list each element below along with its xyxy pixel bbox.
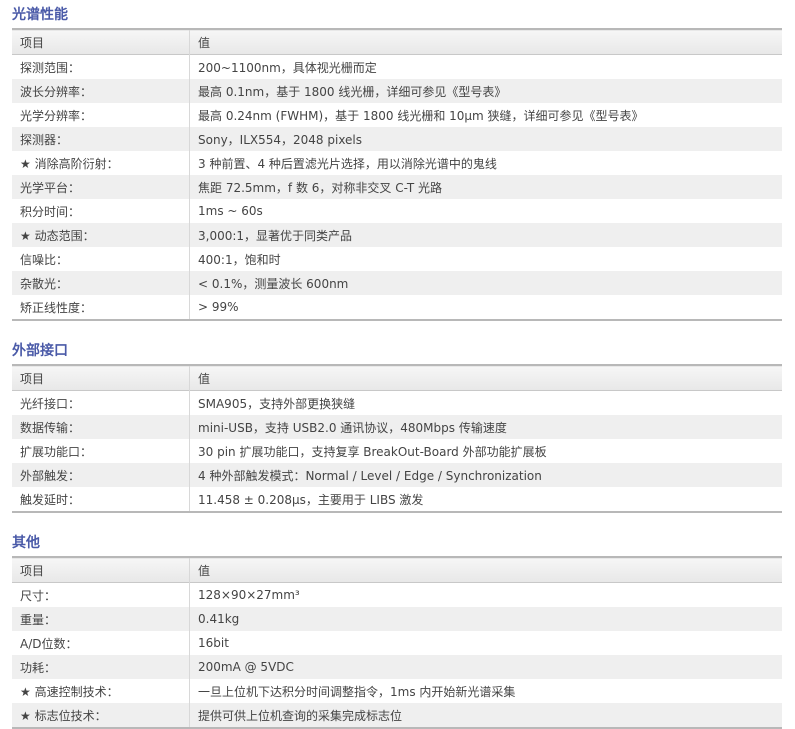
table-row: 杂散光： < 0.1%，测量波长 600nm <box>12 271 782 295</box>
row-value: 11.458 ± 0.208μs，主要用于 LIBS 激发 <box>198 492 424 507</box>
table-header: 项目 值 <box>12 29 782 55</box>
row-label: 探测范围： <box>12 54 190 79</box>
section-title: 其他 <box>12 535 40 551</box>
row-value: 4 种外部触发模式：Normal / Level / Edge / Synchr… <box>198 468 542 483</box>
table-row: 扩展功能口： 30 pin 扩展功能口，支持复享 BreakOut-Board … <box>12 439 782 463</box>
row-label: A/D位数： <box>12 631 190 655</box>
row-label: 光学平台： <box>12 175 190 199</box>
row-value: SMA905，支持外部更换狭缝 <box>198 396 356 411</box>
table-row: 尺寸： 128×90×27mm³ <box>12 582 782 607</box>
table-row: 功耗： 200mA @ 5VDC <box>12 655 782 679</box>
row-value: Sony，ILX554，2048 pixels <box>198 132 363 147</box>
row-value: 0.41kg <box>198 612 240 626</box>
table-row: 波长分辨率： 最高 0.1nm，基于 1800 线光栅，详细可参见《型号表》 <box>12 79 782 103</box>
row-value: 16bit <box>198 636 229 650</box>
row-value: 200~1100nm，具体视光栅而定 <box>198 60 377 75</box>
row-value: 128×90×27mm³ <box>198 588 300 602</box>
row-label: 积分时间： <box>12 199 190 223</box>
table-row: ★ 标志位技术： 提供可供上位机查询的采集完成标志位 <box>12 703 782 728</box>
row-label: 信噪比： <box>12 247 190 271</box>
row-value: 焦距 72.5mm，f 数 6，对称非交叉 C-T 光路 <box>198 180 442 195</box>
row-label: 矫正线性度： <box>12 295 190 320</box>
table-row: ★ 消除高阶衍射： 3 种前置、4 种后置滤光片选择，用以消除光谱中的鬼线 <box>12 151 782 175</box>
table-row: 光纤接口： SMA905，支持外部更换狭缝 <box>12 390 782 415</box>
row-value: 30 pin 扩展功能口，支持复享 BreakOut-Board 外部功能扩展板 <box>198 444 547 459</box>
row-value: mini-USB，支持 USB2.0 通讯协议，480Mbps 传输速度 <box>198 420 507 435</box>
row-value: 3 种前置、4 种后置滤光片选择，用以消除光谱中的鬼线 <box>198 156 497 171</box>
table-row: ★ 动态范围： 3,000:1，显著优于同类产品 <box>12 223 782 247</box>
table-row: 触发延时： 11.458 ± 0.208μs，主要用于 LIBS 激发 <box>12 487 782 512</box>
table-row: 数据传输： mini-USB，支持 USB2.0 通讯协议，480Mbps 传输… <box>12 415 782 439</box>
row-label: 波长分辨率： <box>12 79 190 103</box>
row-label: 光学分辨率： <box>12 103 190 127</box>
row-value: > 99% <box>198 300 239 314</box>
row-label: ★ 标志位技术： <box>12 703 190 728</box>
table-row: A/D位数： 16bit <box>12 631 782 655</box>
table-row: 探测范围： 200~1100nm，具体视光栅而定 <box>12 54 782 79</box>
table-row: 探测器： Sony，ILX554，2048 pixels <box>12 127 782 151</box>
row-label: 扩展功能口： <box>12 439 190 463</box>
table-row: 光学平台： 焦距 72.5mm，f 数 6，对称非交叉 C-T 光路 <box>12 175 782 199</box>
table-row: 矫正线性度： > 99% <box>12 295 782 320</box>
row-label: 外部触发： <box>12 463 190 487</box>
section-other: 其他 项目 值 尺寸： 128×90×27mm³ 重量： 0.41kg A/D位… <box>12 532 782 729</box>
table-header: 项目 值 <box>12 365 782 391</box>
table-row: 光学分辨率： 最高 0.24nm (FWHM)，基于 1800 线光栅和 10μ… <box>12 103 782 127</box>
header-item: 项目 <box>12 557 190 583</box>
table-row: 重量： 0.41kg <box>12 607 782 631</box>
row-label: 数据传输： <box>12 415 190 439</box>
row-value: 一旦上位机下达积分时间调整指令，1ms 内开始新光谱采集 <box>198 684 516 699</box>
row-value: 400:1，饱和时 <box>198 252 281 267</box>
row-value: 200mA @ 5VDC <box>198 660 294 674</box>
row-value: 最高 0.1nm，基于 1800 线光栅，详细可参见《型号表》 <box>198 84 507 99</box>
row-label: 功耗： <box>12 655 190 679</box>
header-value: 值 <box>198 35 211 50</box>
section-external-interface: 外部接口 项目 值 光纤接口： SMA905，支持外部更换狭缝 数据传输： mi… <box>12 340 782 513</box>
table-row: 积分时间： 1ms ~ 60s <box>12 199 782 223</box>
section-spectral-performance: 光谱性能 项目 值 探测范围： 200~1100nm，具体视光栅而定 波长分辨率… <box>12 4 782 321</box>
row-label: 尺寸： <box>12 582 190 607</box>
table-row: 信噪比： 400:1，饱和时 <box>12 247 782 271</box>
row-value: 最高 0.24nm (FWHM)，基于 1800 线光栅和 10μm 狭缝，详细… <box>198 108 644 123</box>
spec-table: 项目 值 光纤接口： SMA905，支持外部更换狭缝 数据传输： mini-US… <box>12 364 782 513</box>
row-label: 光纤接口： <box>12 390 190 415</box>
spec-table: 项目 值 尺寸： 128×90×27mm³ 重量： 0.41kg A/D位数： … <box>12 556 782 729</box>
header-value: 值 <box>198 563 211 578</box>
spec-table: 项目 值 探测范围： 200~1100nm，具体视光栅而定 波长分辨率： 最高 … <box>12 28 782 321</box>
section-title: 外部接口 <box>12 343 68 359</box>
row-label: ★ 消除高阶衍射： <box>12 151 190 175</box>
row-label: ★ 高速控制技术： <box>12 679 190 703</box>
table-row: 外部触发： 4 种外部触发模式：Normal / Level / Edge / … <box>12 463 782 487</box>
header-item: 项目 <box>12 365 190 391</box>
header-value: 值 <box>198 371 211 386</box>
header-item: 项目 <box>12 29 190 55</box>
row-label: 重量： <box>12 607 190 631</box>
row-label: ★ 动态范围： <box>12 223 190 247</box>
row-label: 杂散光： <box>12 271 190 295</box>
section-title: 光谱性能 <box>12 7 68 23</box>
row-value: < 0.1%，测量波长 600nm <box>198 276 349 291</box>
row-value: 1ms ~ 60s <box>198 204 263 218</box>
row-value: 提供可供上位机查询的采集完成标志位 <box>198 708 403 723</box>
row-label: 触发延时： <box>12 487 190 512</box>
row-value: 3,000:1，显著优于同类产品 <box>198 228 353 243</box>
row-label: 探测器： <box>12 127 190 151</box>
table-header: 项目 值 <box>12 557 782 583</box>
table-row: ★ 高速控制技术： 一旦上位机下达积分时间调整指令，1ms 内开始新光谱采集 <box>12 679 782 703</box>
